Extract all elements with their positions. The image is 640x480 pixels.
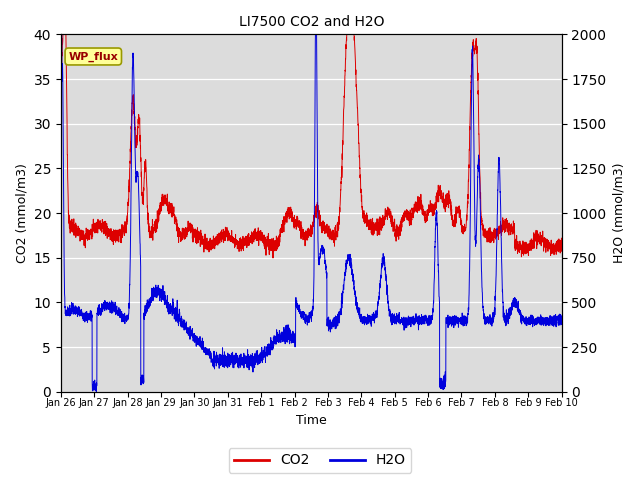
Text: WP_flux: WP_flux bbox=[68, 51, 118, 61]
Y-axis label: CO2 (mmol/m3): CO2 (mmol/m3) bbox=[15, 163, 28, 263]
Legend: CO2, H2O: CO2, H2O bbox=[228, 448, 412, 473]
X-axis label: Time: Time bbox=[296, 414, 326, 427]
Y-axis label: H2O (mmol/m3): H2O (mmol/m3) bbox=[612, 163, 625, 264]
Title: LI7500 CO2 and H2O: LI7500 CO2 and H2O bbox=[239, 15, 384, 29]
